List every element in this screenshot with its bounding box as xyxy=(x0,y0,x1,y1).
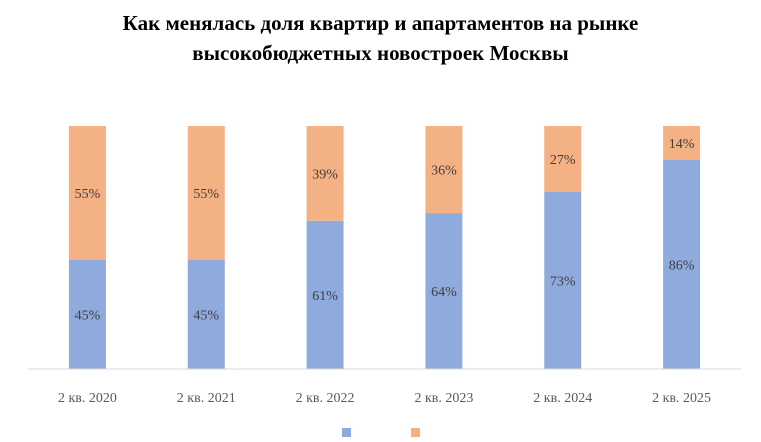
bar-series-2-1 xyxy=(68,126,106,260)
data-label-series-1-6: 86% xyxy=(669,259,695,274)
bar-series-2-5 xyxy=(544,126,582,192)
bar-series-2-3 xyxy=(306,126,344,221)
chart-title-line-1: Как менялась доля квартир и апартаментов… xyxy=(122,11,639,35)
data-label-series-1-2: 45% xyxy=(193,308,219,323)
bar-series-1-2 xyxy=(187,259,225,369)
bar-series-1-6 xyxy=(663,160,701,369)
legend-item-series-1 xyxy=(341,422,351,442)
x-tick-labels: 2 кв. 2020 2 кв. 2021 2 кв. 2022 2 кв. 2023… xyxy=(58,391,711,406)
chart-title: Как менялась доля квартир и апартаментов… xyxy=(0,8,761,68)
stacked-bar-chart: 45% 55% 45% 55% 61% 39% 64% 36% 73% 27% 86% 14% 2 к… xyxy=(28,126,741,406)
data-label-series-1-5: 73% xyxy=(550,274,576,289)
bar-series-1-4 xyxy=(425,213,463,369)
chart-title-line-2: высокобюджетных новостроек Москвы xyxy=(192,41,569,65)
x-tick-label-4: 2 кв. 2023 xyxy=(414,391,473,406)
bar-series-1-1 xyxy=(68,259,106,369)
data-label-series-2-2: 55% xyxy=(193,187,219,202)
x-tick-label-3: 2 кв. 2022 xyxy=(296,391,355,406)
data-label-series-1-1: 45% xyxy=(75,308,101,323)
bar-series-1-5 xyxy=(544,191,582,369)
data-label-series-2-1: 55% xyxy=(75,187,101,202)
x-tick-label-5: 2 кв. 2024 xyxy=(533,391,592,406)
data-label-series-2-5: 27% xyxy=(550,153,576,168)
data-label-series-2-3: 39% xyxy=(312,167,338,182)
bar-series-1-3 xyxy=(306,220,344,369)
x-tick-label-6: 2 кв. 2025 xyxy=(652,391,711,406)
legend xyxy=(0,422,761,442)
data-label-series-2-4: 36% xyxy=(431,164,457,179)
bars-group: 45% 55% 45% 55% 61% 39% 64% 36% 73% 27% 86% 14% xyxy=(68,126,701,369)
bar-series-2-6 xyxy=(663,126,701,161)
data-label-series-1-4: 64% xyxy=(431,285,457,300)
x-tick-label-2: 2 кв. 2021 xyxy=(177,391,236,406)
legend-swatch-series-2 xyxy=(410,427,420,437)
legend-item-series-2 xyxy=(410,422,420,442)
bar-series-2-4 xyxy=(425,126,463,214)
data-label-series-2-6: 14% xyxy=(669,137,695,152)
data-label-series-1-3: 61% xyxy=(312,289,338,304)
x-tick-label-1: 2 кв. 2020 xyxy=(58,391,117,406)
legend-swatch-series-1 xyxy=(341,427,351,437)
bar-series-2-2 xyxy=(187,126,225,260)
